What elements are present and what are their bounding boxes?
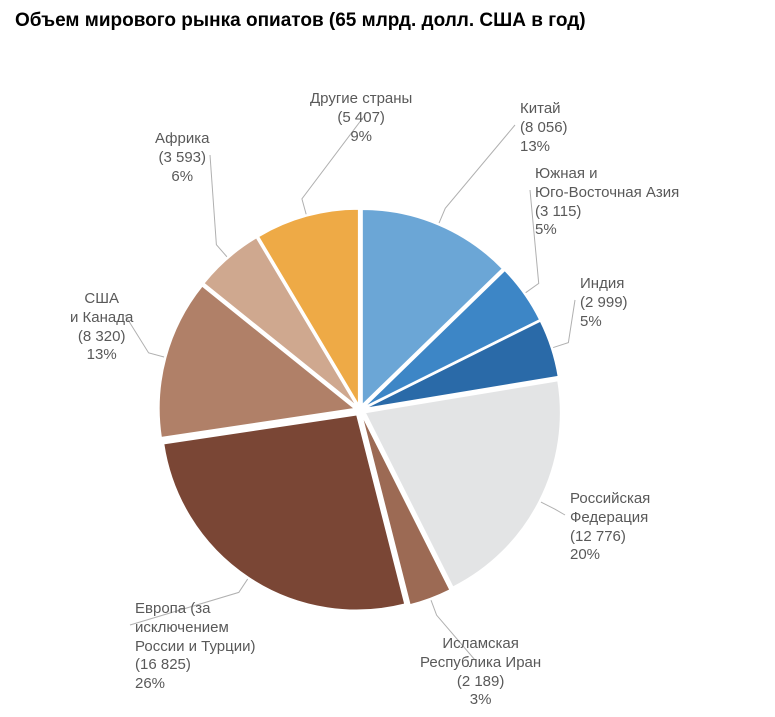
leader-line	[541, 502, 565, 515]
slice-label: США и Канада (8 320) 13%	[70, 290, 133, 365]
leader-line	[439, 125, 515, 223]
slice-label: Исламская Республика Иран (2 189) 3%	[420, 635, 541, 710]
slice-label: Южная и Юго-Восточная Азия (3 115) 5%	[535, 165, 679, 240]
leader-line	[553, 300, 575, 348]
leader-line	[210, 155, 227, 257]
slice-label: Другие страны (5 407) 9%	[310, 90, 412, 146]
pie-slice	[164, 415, 405, 610]
slice-label: Российская Федерация (12 776) 20%	[570, 490, 650, 565]
slice-label: Африка (3 593) 6%	[155, 130, 209, 186]
slice-label: Европа (за исключением России и Турции) …	[135, 600, 256, 694]
slice-label: Индия (2 999) 5%	[580, 275, 628, 331]
slice-label: Китай (8 056) 13%	[520, 100, 568, 156]
